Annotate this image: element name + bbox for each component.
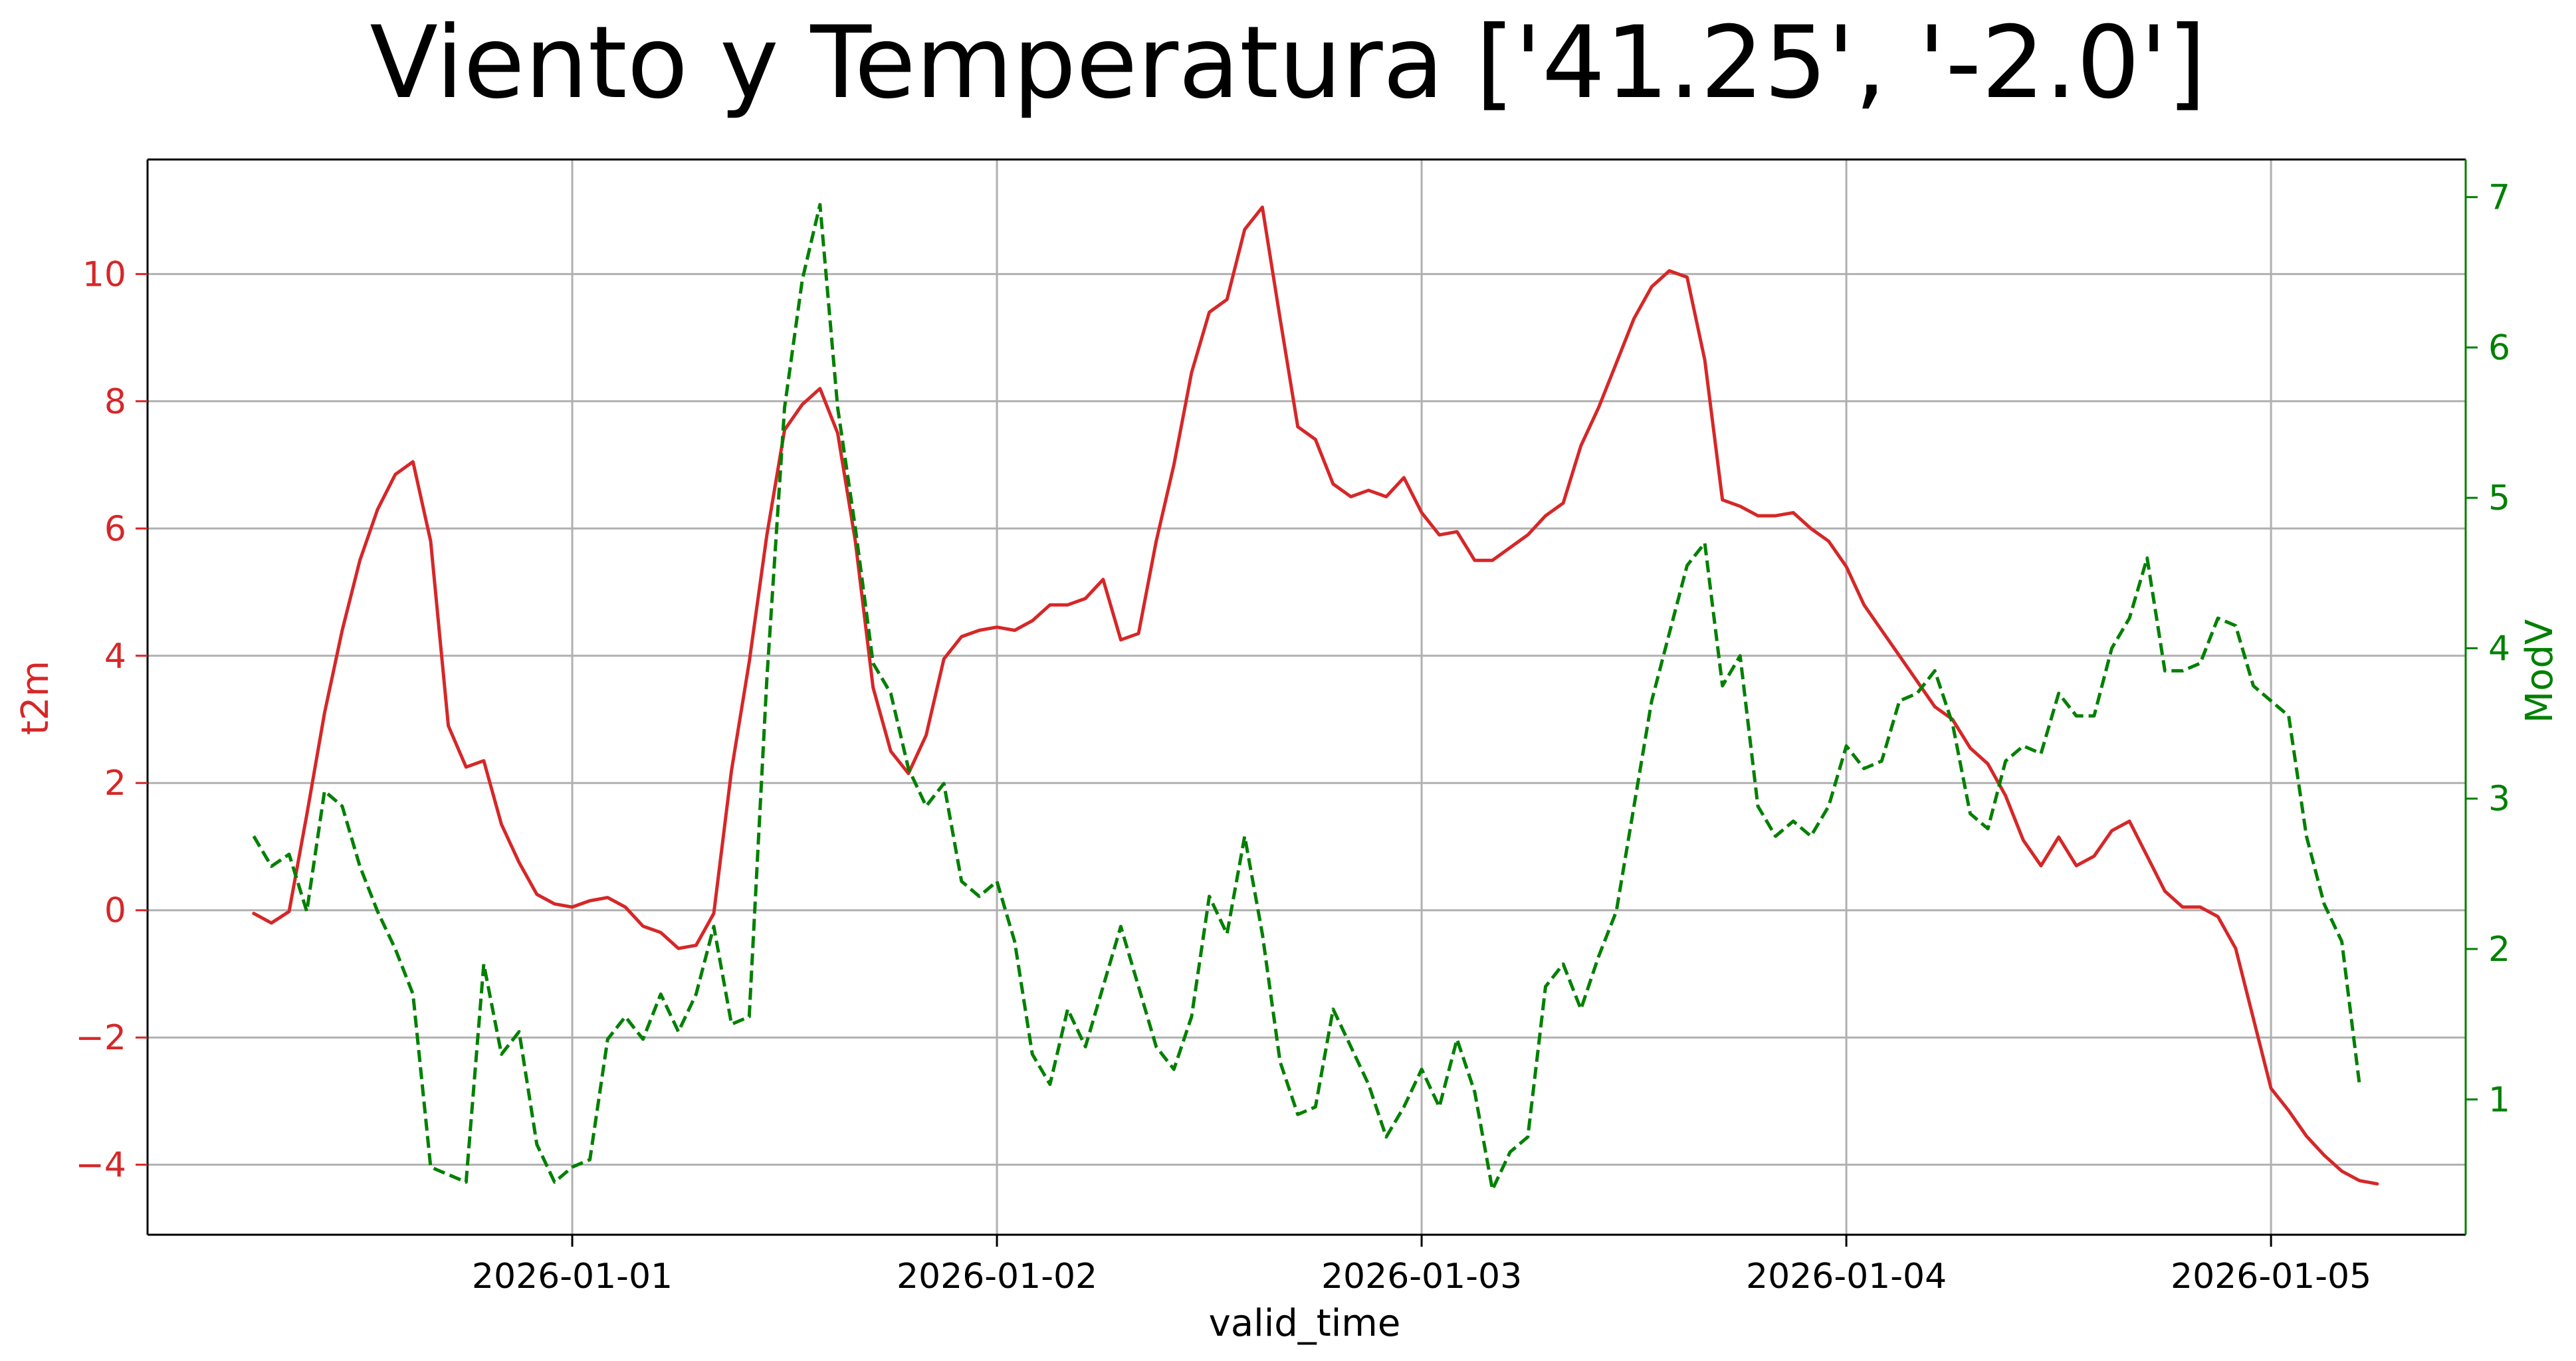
y-left-tick-label: −4 [75,1146,126,1186]
y-right-tick-label: 1 [2488,1080,2510,1120]
series-line-modv [252,203,2361,1192]
y-right-tick-label: 6 [2488,328,2510,368]
x-tick-label: 2026-01-05 [2171,1257,2371,1297]
plot-series [252,203,2379,1192]
x-tick-label: 2026-01-02 [897,1257,1097,1297]
y-axis-left-label: t2m [14,661,57,735]
chart-title: Viento y Temperatura ['41.25', '-2.0'] [370,5,2206,121]
grid [148,159,2466,1235]
x-tick-label: 2026-01-04 [1746,1257,1947,1297]
x-tick-label: 2026-01-01 [472,1257,673,1297]
x-axis-label: valid_time [1209,1302,1401,1345]
y-left-tick-label: −2 [75,1018,126,1058]
y-left-tick-label: 2 [104,764,126,803]
y-left-tick-label: 8 [104,382,126,422]
y-right-tick-label: 2 [2488,930,2510,970]
series-line-t2m [252,205,2379,1186]
y-left-tick-label: 6 [104,509,126,549]
y-axis-right-label: ModV [2518,619,2561,723]
x-tick-label: 2026-01-03 [1321,1257,1522,1297]
y-left-tick-label: 10 [82,255,126,294]
axes [146,158,2467,1236]
y-right-tick-label: 4 [2488,629,2510,669]
y-right-tick-label: 3 [2488,780,2510,819]
y-right-tick-label: 7 [2488,178,2510,218]
ticks: 2026-01-01 2026-01-02 2026-01-03 2026-01-04… [75,178,2510,1297]
y-left-tick-label: 0 [104,891,126,931]
y-right-tick-label: 5 [2488,478,2510,518]
y-left-tick-label: 4 [104,637,126,677]
